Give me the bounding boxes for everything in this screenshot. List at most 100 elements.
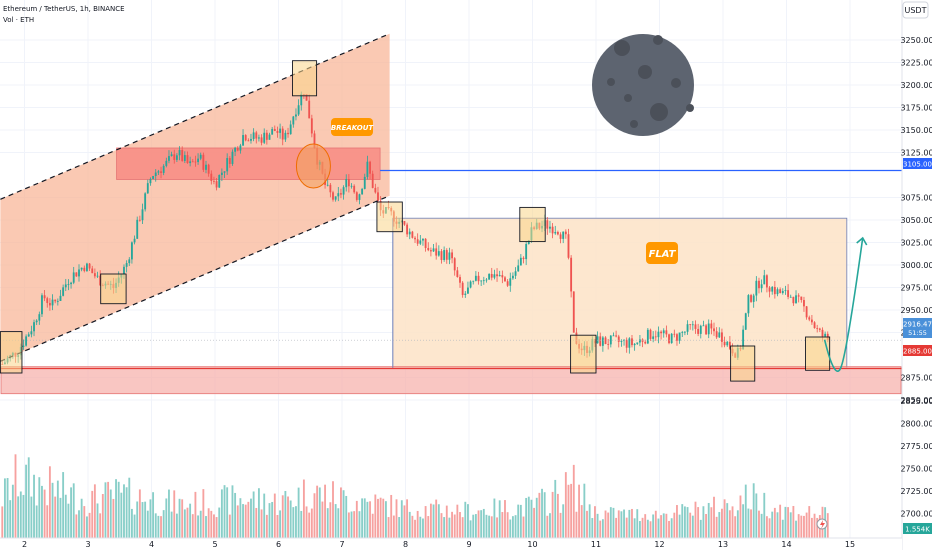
volume-bar bbox=[559, 512, 562, 538]
volume-bar bbox=[244, 504, 247, 538]
volume-bar bbox=[456, 504, 459, 538]
volume-bar bbox=[109, 489, 112, 538]
candle-body bbox=[681, 332, 684, 333]
candle-body bbox=[342, 187, 345, 195]
volume-bar bbox=[784, 506, 787, 538]
volume-bar bbox=[218, 507, 221, 538]
price-axis[interactable]: 3250.00 3225.00 3200.00 3175.00 3150.00 3125.… bbox=[900, 0, 932, 550]
time-axis[interactable]: 2 3 4 5 6 7 8 9 10 11 12 13 14 15 bbox=[0, 537, 902, 550]
channel-upper-line[interactable] bbox=[0, 33, 390, 200]
highlight-box[interactable] bbox=[570, 334, 597, 374]
volume-bar bbox=[691, 515, 694, 538]
candle-body bbox=[469, 281, 472, 288]
volume-bar bbox=[313, 493, 316, 538]
lightning-icon[interactable] bbox=[816, 518, 828, 530]
volume-bar bbox=[469, 520, 472, 538]
candle-body bbox=[824, 333, 827, 337]
candle-body bbox=[257, 137, 260, 139]
volume-bar bbox=[586, 510, 588, 538]
candle-body bbox=[472, 280, 475, 282]
time-tick-label: 11 bbox=[591, 540, 601, 549]
volume-bar bbox=[377, 498, 379, 538]
highlight-box[interactable] bbox=[805, 336, 831, 371]
volume-bar bbox=[1, 506, 4, 538]
moon-icon bbox=[592, 34, 694, 136]
candle-body bbox=[559, 234, 562, 239]
volume-bar bbox=[803, 515, 805, 538]
volume-bar bbox=[205, 516, 207, 538]
candle-body bbox=[406, 224, 409, 235]
highlight-box[interactable] bbox=[730, 345, 756, 382]
candle-body bbox=[281, 128, 284, 140]
candle-body bbox=[485, 279, 488, 281]
candle-body bbox=[549, 226, 551, 229]
volume-bar bbox=[287, 496, 289, 538]
volume-bar bbox=[591, 518, 594, 538]
candle-body bbox=[771, 286, 774, 292]
flat-label[interactable]: FLAT bbox=[646, 242, 678, 264]
candle-body bbox=[70, 282, 72, 285]
candle-body bbox=[461, 282, 464, 295]
candle-body bbox=[480, 280, 483, 282]
volume-bar bbox=[56, 480, 59, 538]
breakout-circle[interactable] bbox=[295, 143, 331, 189]
price-tick-label: 3175.00 bbox=[900, 104, 932, 113]
currency-badge[interactable]: USDT bbox=[902, 1, 929, 19]
candle-body bbox=[657, 331, 660, 338]
candle-body bbox=[62, 287, 65, 296]
volume-bar bbox=[59, 497, 62, 538]
highlight-box[interactable] bbox=[100, 273, 127, 305]
candle-body bbox=[482, 280, 485, 282]
candle-body bbox=[689, 324, 692, 326]
forecast-path[interactable] bbox=[823, 237, 864, 372]
breakout-label[interactable]: BREAKOUT bbox=[331, 118, 375, 136]
candle-body bbox=[165, 160, 168, 166]
volume-bar bbox=[247, 501, 250, 538]
resistance-price-tag: 3105.00 bbox=[903, 158, 932, 169]
price-tick-label: 3000.00 bbox=[900, 261, 932, 270]
candle-body bbox=[419, 240, 422, 244]
candle-body bbox=[152, 176, 155, 179]
highlight-box[interactable] bbox=[376, 201, 403, 233]
volume-bar bbox=[403, 505, 406, 538]
candle-body bbox=[239, 145, 242, 151]
volume-bar bbox=[533, 507, 536, 538]
candle-body bbox=[646, 329, 649, 344]
svg-text:2885.00: 2885.00 bbox=[903, 348, 932, 356]
volume-bar bbox=[429, 503, 432, 538]
volume-bar bbox=[623, 509, 625, 538]
volume-bar bbox=[459, 512, 461, 538]
candle-body bbox=[86, 263, 88, 271]
drawing-objects[interactable] bbox=[0, 33, 902, 382]
volume-bar bbox=[345, 495, 348, 538]
highlight-box[interactable] bbox=[519, 206, 546, 243]
volume-bar bbox=[474, 514, 477, 538]
candle-body bbox=[721, 332, 723, 342]
candle-body bbox=[80, 267, 83, 270]
volume-bar bbox=[355, 500, 358, 538]
candle-body bbox=[340, 193, 342, 195]
candle-body bbox=[422, 238, 424, 241]
highlight-box[interactable] bbox=[0, 331, 23, 374]
candle-body bbox=[207, 164, 210, 174]
volume-bar bbox=[363, 498, 366, 538]
highlight-box[interactable] bbox=[292, 60, 318, 97]
candle-body bbox=[228, 158, 231, 164]
volume-bar bbox=[255, 507, 258, 538]
candle-body bbox=[800, 296, 803, 301]
volume-bar bbox=[88, 512, 91, 538]
volume-bar bbox=[435, 499, 438, 538]
volume-bar bbox=[175, 513, 178, 538]
channel-lower-line[interactable] bbox=[0, 195, 390, 362]
candle-body bbox=[765, 275, 768, 288]
candle-body bbox=[345, 179, 348, 188]
candle-body bbox=[699, 325, 702, 334]
candle-body bbox=[562, 231, 565, 239]
volume-bar bbox=[337, 508, 340, 538]
candle-body bbox=[220, 172, 223, 175]
volume-bar bbox=[660, 515, 663, 538]
candle-body bbox=[631, 338, 633, 346]
candle-body bbox=[676, 334, 678, 341]
volume-bar bbox=[157, 515, 160, 538]
